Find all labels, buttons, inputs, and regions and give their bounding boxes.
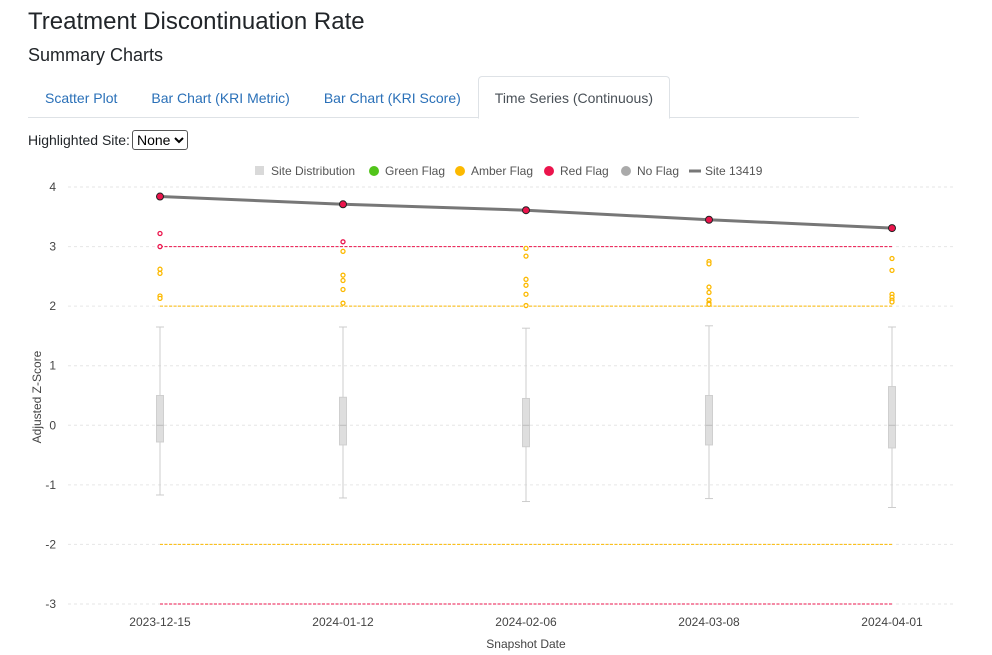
- legend-swatch: [255, 166, 264, 175]
- amber-flag-point: [523, 253, 529, 259]
- amber-flag-point: [523, 276, 529, 282]
- x-tick-label: 2023-12-15: [129, 615, 191, 629]
- amber-flag-point: [889, 267, 895, 274]
- y-tick-label: -1: [45, 478, 56, 492]
- highlight-site-control: Highlighted Site: None: [28, 130, 188, 150]
- legend-item: Site Distribution: [255, 164, 355, 178]
- distribution-box: [888, 326, 896, 508]
- site-series-point: [522, 206, 530, 215]
- y-tick-label: 4: [49, 180, 56, 194]
- red-flag-point: [157, 230, 163, 237]
- amber-flag-point: [340, 248, 346, 254]
- legend-item: Amber Flag: [455, 164, 533, 178]
- amber-flag-point: [157, 266, 163, 272]
- distribution-box: [339, 326, 347, 499]
- amber-flag-point: [340, 300, 346, 306]
- highlight-site-label: Highlighted Site:: [28, 132, 130, 148]
- legend-item: No Flag: [621, 164, 679, 178]
- iqr-box: [339, 396, 347, 446]
- iqr-box: [156, 395, 164, 443]
- legend-label: Amber Flag: [471, 164, 533, 178]
- legend-label: Site Distribution: [271, 164, 355, 178]
- site-series-point: [705, 215, 713, 224]
- distribution-box: [522, 327, 530, 503]
- x-axis-title: Snapshot Date: [486, 637, 566, 651]
- amber-flag-point: [889, 299, 895, 305]
- amber-flag-point: [157, 270, 163, 277]
- amber-flag-point: [706, 301, 712, 308]
- legend-label: Site 13419: [705, 164, 763, 178]
- legend-swatch: [455, 166, 465, 176]
- amber-flag-point: [706, 261, 712, 267]
- amber-flag-point: [523, 245, 529, 252]
- distribution-box: [156, 326, 164, 496]
- legend-swatch: [544, 166, 554, 176]
- page-title: Treatment Discontinuation Rate: [28, 8, 365, 35]
- tab-scatter-plot[interactable]: Scatter Plot: [45, 90, 118, 106]
- iqr-box: [705, 395, 713, 446]
- legend-label: No Flag: [637, 164, 679, 178]
- x-tick-label: 2024-01-12: [312, 615, 374, 629]
- x-tick-label: 2024-04-01: [861, 615, 923, 629]
- amber-flag-point: [523, 282, 529, 288]
- legend-item: Red Flag: [544, 164, 609, 178]
- time-series-chart: Site Distribution Green Flag Amber Flag Red…: [30, 164, 955, 651]
- y-tick-label: 2: [49, 299, 56, 313]
- amber-flag-point: [523, 291, 529, 297]
- amber-flag-point: [706, 284, 712, 290]
- distribution-box: [705, 325, 713, 500]
- y-tick-label: 3: [49, 240, 56, 254]
- y-tick-label: 0: [49, 418, 56, 432]
- iqr-box: [522, 397, 530, 448]
- site-series-point: [156, 192, 164, 201]
- amber-flag-point: [157, 295, 163, 302]
- tab-time-series-continuous[interactable]: Time Series (Continuous): [477, 76, 670, 119]
- amber-flag-point: [889, 255, 895, 262]
- amber-flag-point: [340, 277, 346, 284]
- amber-flag-point: [706, 289, 712, 296]
- legend-swatch: [621, 166, 631, 176]
- legend-item: Green Flag: [369, 164, 445, 178]
- site-series-point: [888, 224, 896, 233]
- legend-swatch: [369, 166, 379, 176]
- iqr-box: [888, 386, 896, 449]
- x-tick-label: 2024-03-08: [678, 615, 740, 629]
- tab-bar-chart-kri-metric[interactable]: Bar Chart (KRI Metric): [151, 90, 290, 106]
- tab-bar-chart-kri-score[interactable]: Bar Chart (KRI Score): [323, 90, 461, 106]
- y-tick-label: 1: [49, 359, 56, 373]
- chart-tabs: Scatter Plot Bar Chart (KRI Metric) Bar …: [28, 76, 859, 119]
- red-flag-point: [340, 239, 346, 245]
- x-tick-label: 2024-02-06: [495, 615, 557, 629]
- legend-label: Green Flag: [385, 164, 445, 178]
- section-title: Summary Charts: [28, 45, 164, 65]
- amber-flag-point: [340, 272, 346, 278]
- legend-label: Red Flag: [560, 164, 609, 178]
- red-flag-point: [157, 243, 163, 250]
- amber-flag-point: [523, 302, 529, 309]
- legend-item: Site 13419: [689, 164, 763, 178]
- y-tick-label: -3: [45, 597, 56, 611]
- y-tick-label: -2: [45, 537, 56, 551]
- highlight-site-select[interactable]: None: [131, 130, 188, 150]
- site-series-point: [339, 200, 347, 209]
- y-axis-title: Adjusted Z-Score: [30, 350, 44, 443]
- amber-flag-point: [340, 286, 346, 293]
